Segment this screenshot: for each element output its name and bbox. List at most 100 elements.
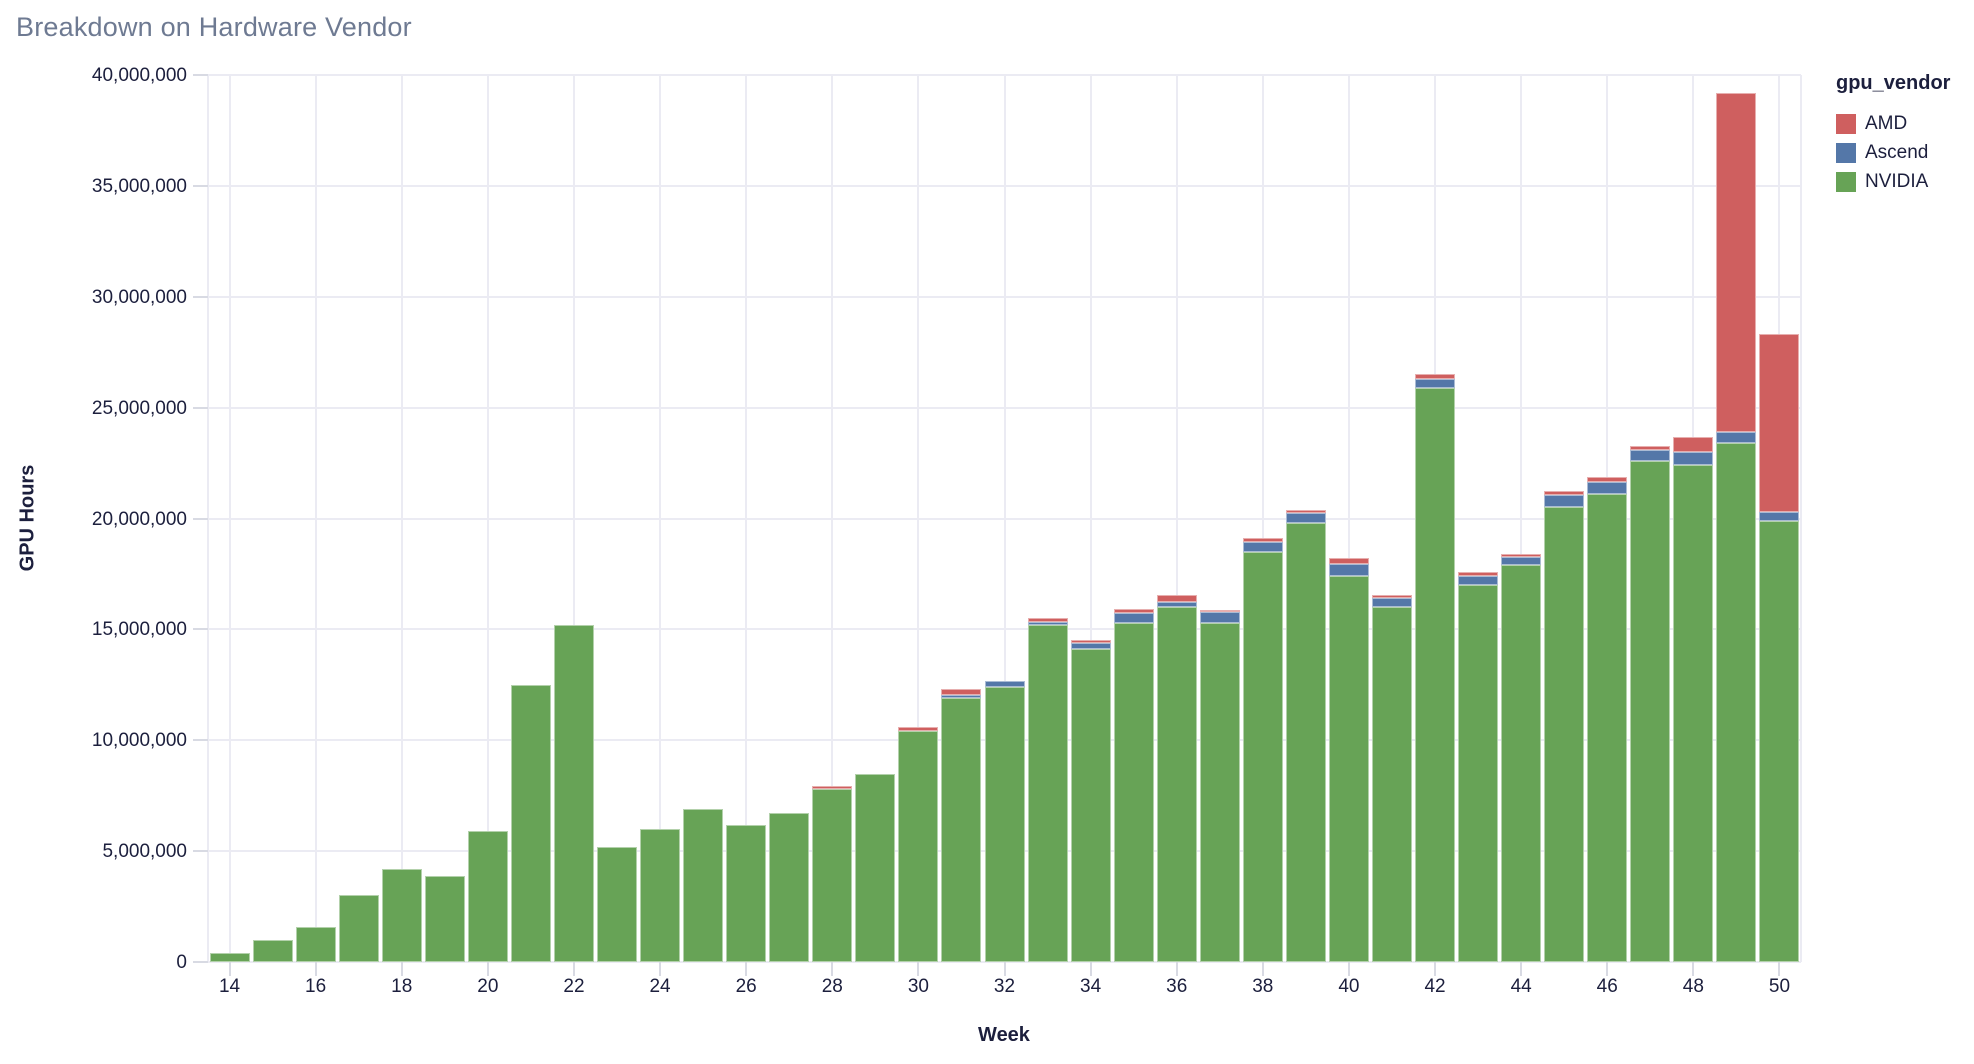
bar-segment-nvidia-week-37[interactable] [1199,622,1240,962]
bar-segment-nvidia-week-49[interactable] [1716,443,1757,962]
legend-item-amd[interactable]: AMD [1836,113,1950,135]
bar-segment-nvidia-week-30[interactable] [898,731,939,962]
bar-segment-amd-week-49[interactable] [1716,92,1757,432]
x-tick-label: 46 [1596,976,1618,997]
bar-segment-nvidia-week-43[interactable] [1458,585,1499,962]
bar-segment-nvidia-week-48[interactable] [1673,465,1714,962]
y-tick-mark [193,74,208,76]
bar-segment-ascend-week-39[interactable] [1285,512,1326,523]
bar-segment-amd-week-46[interactable] [1587,477,1628,482]
bar-segment-ascend-week-43[interactable] [1458,575,1499,586]
bar-segment-nvidia-week-26[interactable] [726,824,767,962]
x-tick-mark [228,962,231,976]
y-tick-mark [193,850,208,853]
x-tick-mark [486,962,489,976]
bar-segment-amd-week-35[interactable] [1113,608,1154,614]
bar-segment-nvidia-week-33[interactable] [1027,624,1068,962]
bar-segment-nvidia-week-19[interactable] [424,875,465,962]
x-tick-label: 44 [1510,976,1532,997]
bar-segment-nvidia-week-46[interactable] [1587,494,1628,962]
bar-segment-ascend-week-48[interactable] [1673,451,1714,466]
bar-segment-nvidia-week-42[interactable] [1415,387,1456,962]
legend: gpu_vendor AMD Ascend NVIDIA [1836,72,1950,200]
bar-segment-nvidia-week-29[interactable] [855,773,896,962]
bar-segment-nvidia-week-32[interactable] [984,687,1025,962]
bar-segment-ascend-week-33[interactable] [1027,622,1068,625]
bar-segment-ascend-week-36[interactable] [1156,602,1197,608]
bar-segment-amd-week-34[interactable] [1070,640,1111,643]
bar-segment-ascend-week-38[interactable] [1242,541,1283,552]
x-gridline [1520,75,1523,962]
bar-segment-nvidia-week-38[interactable] [1242,551,1283,962]
x-tick-label: 36 [1166,976,1188,997]
bar-segment-amd-week-42[interactable] [1415,374,1456,379]
bar-segment-amd-week-45[interactable] [1544,490,1585,495]
bar-segment-nvidia-week-45[interactable] [1544,507,1585,962]
legend-label-amd: AMD [1865,113,1908,134]
bar-segment-amd-week-38[interactable] [1242,538,1283,542]
bar-segment-ascend-week-47[interactable] [1630,449,1671,461]
bar-segment-amd-week-30[interactable] [898,726,939,732]
bar-segment-ascend-week-40[interactable] [1328,563,1369,577]
bar-segment-nvidia-week-31[interactable] [941,698,982,962]
bar-segment-amd-week-43[interactable] [1458,572,1499,576]
bar-segment-amd-week-37[interactable] [1199,609,1240,613]
legend-items: AMD Ascend NVIDIA [1836,113,1950,193]
bar-segment-nvidia-week-23[interactable] [597,846,637,962]
bar-segment-amd-week-44[interactable] [1501,553,1542,557]
bar-segment-amd-week-28[interactable] [812,785,853,790]
bar-segment-ascend-week-37[interactable] [1199,612,1240,623]
x-tick-mark [1347,962,1350,976]
bar-segment-nvidia-week-44[interactable] [1501,565,1542,962]
legend-item-nvidia[interactable]: NVIDIA [1836,171,1950,193]
bar-segment-ascend-week-35[interactable] [1113,613,1154,623]
bar-segment-amd-week-47[interactable] [1630,445,1671,450]
x-gridline [917,75,920,962]
bar-segment-nvidia-week-40[interactable] [1328,576,1369,962]
x-tick-label: 16 [305,976,327,997]
y-tick-mark [193,961,208,963]
bar-segment-amd-week-36[interactable] [1156,595,1197,603]
bar-segment-amd-week-48[interactable] [1673,436,1714,452]
bar-segment-nvidia-week-18[interactable] [381,868,422,962]
bar-segment-amd-week-33[interactable] [1027,618,1068,623]
bar-segment-nvidia-week-20[interactable] [467,831,508,962]
bar-segment-amd-week-41[interactable] [1371,595,1412,599]
bar-segment-ascend-week-50[interactable] [1759,511,1800,521]
bar-segment-nvidia-week-28[interactable] [812,789,853,962]
bar-segment-nvidia-week-50[interactable] [1759,520,1800,962]
bar-segment-ascend-week-31[interactable] [941,695,982,699]
bar-segment-nvidia-week-21[interactable] [510,684,551,962]
bar-segment-amd-week-50[interactable] [1759,334,1800,512]
bar-segment-nvidia-week-27[interactable] [769,813,810,962]
bar-segment-nvidia-week-36[interactable] [1156,607,1197,962]
y-tick-mark [193,517,208,520]
bar-segment-amd-week-39[interactable] [1285,509,1326,513]
bar-segment-nvidia-week-41[interactable] [1371,607,1412,962]
bar-segment-nvidia-week-16[interactable] [295,926,336,962]
bar-segment-ascend-week-46[interactable] [1587,481,1628,495]
bar-segment-ascend-week-44[interactable] [1501,556,1542,566]
bar-segment-nvidia-week-15[interactable] [252,939,293,962]
bar-segment-ascend-week-41[interactable] [1371,598,1412,608]
bar-segment-nvidia-week-25[interactable] [683,808,724,962]
bar-segment-nvidia-week-24[interactable] [640,828,681,962]
bar-segment-ascend-week-34[interactable] [1070,642,1111,650]
bar-segment-ascend-week-45[interactable] [1544,494,1585,508]
bar-segment-ascend-week-32[interactable] [984,681,1025,687]
legend-item-ascend[interactable]: Ascend [1836,142,1950,164]
bar-segment-ascend-week-42[interactable] [1415,378,1456,388]
bar-segment-amd-week-31[interactable] [941,689,982,696]
bar-segment-nvidia-week-35[interactable] [1113,622,1154,962]
x-tick-label: 14 [218,976,241,997]
bar-segment-nvidia-week-39[interactable] [1285,522,1326,962]
bar-segment-nvidia-week-14[interactable] [209,953,250,962]
x-tick-mark [831,962,834,976]
bar-segment-nvidia-week-17[interactable] [338,895,379,962]
bar-segment-nvidia-week-22[interactable] [553,624,594,962]
bar-segment-nvidia-week-34[interactable] [1070,649,1111,962]
bar-segment-amd-week-40[interactable] [1328,558,1369,564]
bar-segment-nvidia-week-47[interactable] [1630,460,1671,962]
x-tick-mark [1606,962,1609,976]
bar-segment-ascend-week-49[interactable] [1716,432,1757,444]
